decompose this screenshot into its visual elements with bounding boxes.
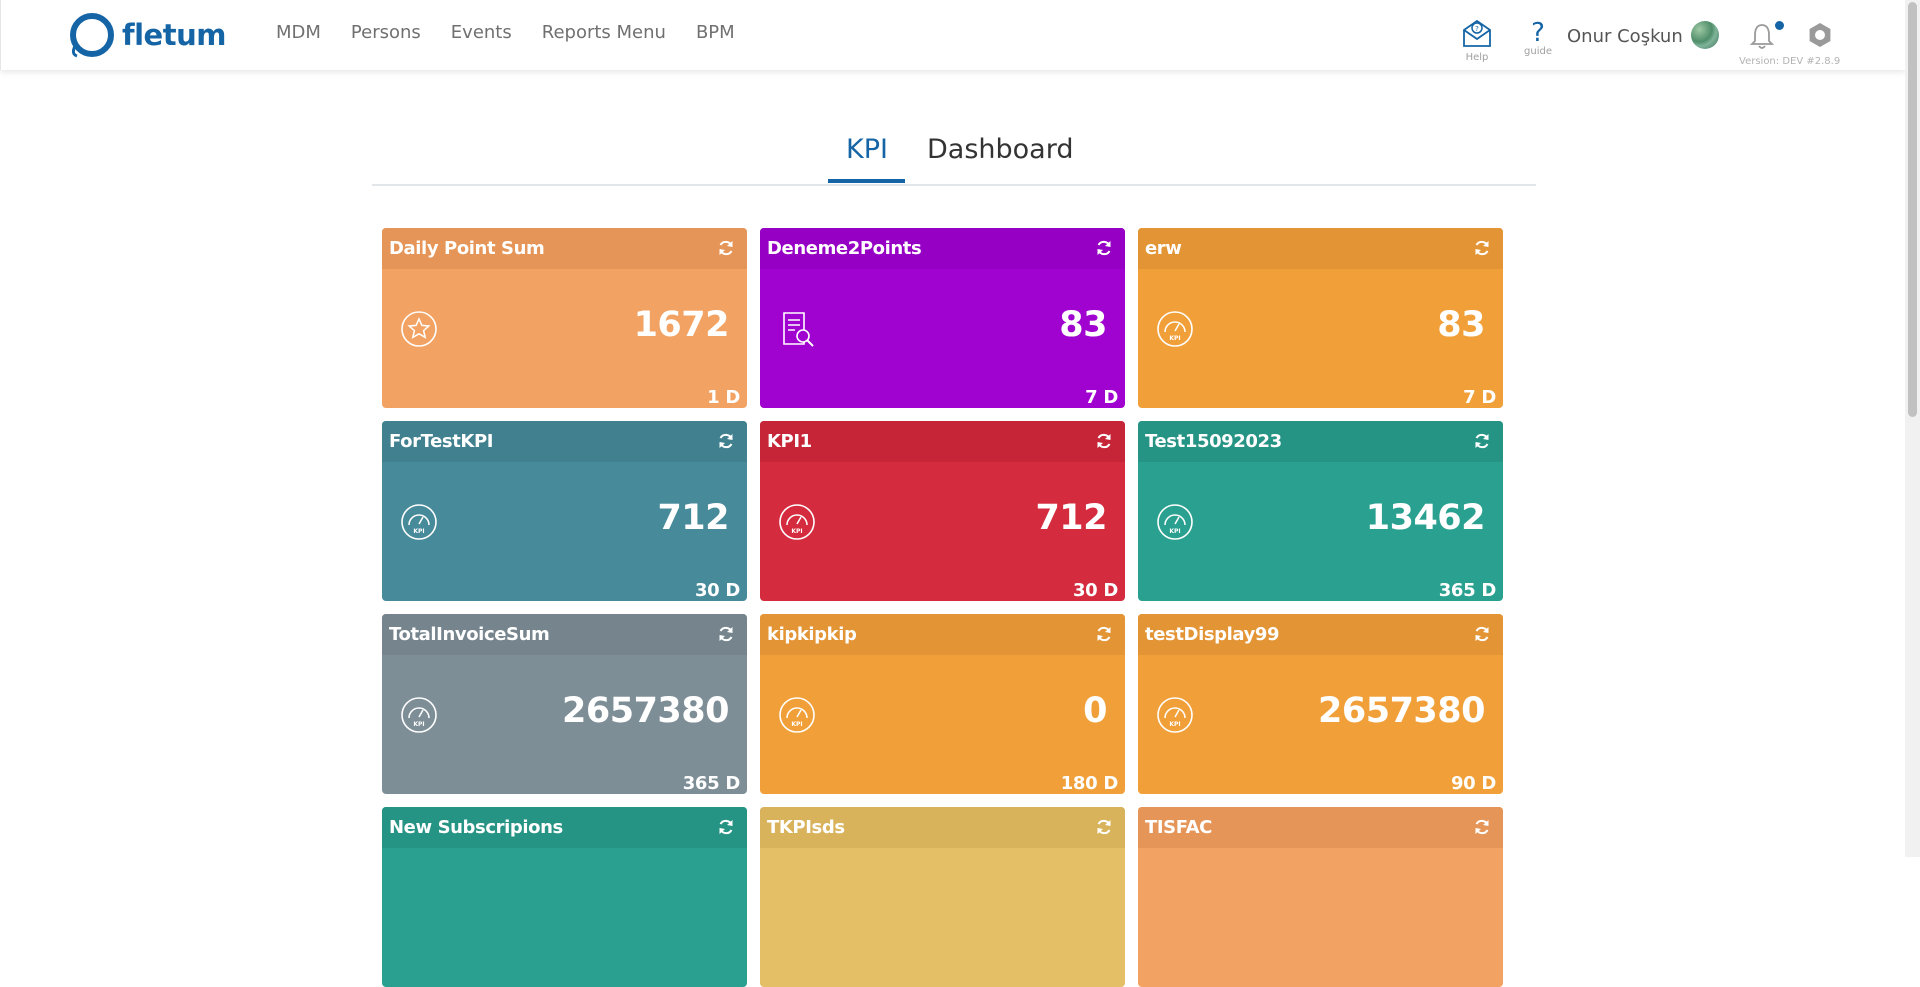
- refresh-icon[interactable]: [717, 432, 735, 454]
- kpi-card[interactable]: erw KPI 83 7 D: [1138, 228, 1503, 408]
- kpi-gauge-icon: KPI: [1156, 696, 1194, 738]
- kpi-card[interactable]: Daily Point Sum 1672 1 D: [382, 228, 747, 408]
- refresh-icon[interactable]: [717, 239, 735, 261]
- star-icon: [400, 310, 438, 352]
- kpi-card[interactable]: TotalInvoiceSum KPI 2657380 365 D: [382, 614, 747, 794]
- kpi-gauge-icon: KPI: [1156, 503, 1194, 545]
- card-value: 83: [1437, 305, 1485, 345]
- kpi-card[interactable]: kipkipkip KPI 0 180 D: [760, 614, 1125, 794]
- refresh-icon[interactable]: [1473, 625, 1491, 647]
- card-value: 13462: [1365, 498, 1486, 538]
- svg-text:KPI: KPI: [413, 528, 424, 535]
- card-title: Deneme2Points: [767, 238, 922, 259]
- card-title: testDisplay99: [1145, 624, 1280, 645]
- refresh-icon[interactable]: [1095, 432, 1113, 454]
- mail-help-icon: ?: [1463, 19, 1491, 47]
- kpi-gauge-icon: KPI: [1156, 310, 1194, 352]
- fletum-logo[interactable]: fletum: [67, 10, 226, 60]
- card-value: 2657380: [1318, 691, 1485, 731]
- menu-item-events[interactable]: Events: [450, 22, 512, 43]
- card-period: 30 D: [694, 580, 740, 601]
- help-caption: Help: [1465, 52, 1489, 63]
- card-period: 7 D: [1463, 387, 1496, 408]
- bell-icon[interactable]: [1749, 22, 1775, 54]
- kpi-card[interactable]: Deneme2Points 83 7 D: [760, 228, 1125, 408]
- svg-text:KPI: KPI: [791, 721, 802, 728]
- refresh-icon[interactable]: [1095, 239, 1113, 261]
- card-period: 180 D: [1060, 773, 1119, 794]
- card-value: 712: [657, 498, 729, 538]
- card-title: New Subscripions: [389, 817, 563, 838]
- kpi-card[interactable]: TISFAC: [1138, 807, 1503, 987]
- avatar[interactable]: [1691, 21, 1719, 49]
- top-navbar: fletum MDM Persons Events Reports Menu B…: [0, 0, 1906, 70]
- menu-item-mdm[interactable]: MDM: [276, 22, 321, 43]
- document-search-icon: [778, 310, 818, 354]
- help-button[interactable]: ? Help: [1459, 18, 1495, 63]
- card-period: 365 D: [1438, 580, 1497, 601]
- card-title: TKPIsds: [767, 817, 845, 838]
- card-title: Daily Point Sum: [389, 238, 545, 259]
- version-label: Version: DEV #2.8.9: [1739, 56, 1841, 67]
- card-value: 712: [1035, 498, 1107, 538]
- card-period: 7 D: [1085, 387, 1118, 408]
- card-period: 90 D: [1450, 773, 1496, 794]
- svg-text:KPI: KPI: [1169, 335, 1180, 342]
- view-tabs: KPI Dashboard: [372, 126, 1536, 186]
- scrollbar-thumb[interactable]: [1908, 2, 1917, 417]
- svg-text:KPI: KPI: [1169, 528, 1180, 535]
- menu-item-reports-menu[interactable]: Reports Menu: [541, 22, 666, 43]
- notification-dot: [1775, 21, 1784, 30]
- card-title: ForTestKPI: [389, 431, 494, 452]
- refresh-icon[interactable]: [717, 818, 735, 840]
- card-title: kipkipkip: [767, 624, 857, 645]
- logo-ring-icon: [70, 13, 114, 58]
- card-title: KPI1: [767, 431, 812, 452]
- refresh-icon[interactable]: [1473, 432, 1491, 454]
- svg-text:KPI: KPI: [1169, 721, 1180, 728]
- tab-kpi[interactable]: KPI: [846, 134, 888, 165]
- card-period: 30 D: [1072, 580, 1118, 601]
- refresh-icon[interactable]: [1473, 818, 1491, 840]
- card-value: 2657380: [562, 691, 729, 731]
- card-title: TISFAC: [1145, 817, 1212, 838]
- kpi-card[interactable]: Test15092023 KPI 13462 365 D: [1138, 421, 1503, 601]
- card-period: 365 D: [682, 773, 741, 794]
- kpi-gauge-icon: KPI: [778, 696, 816, 738]
- logo-text: fletum: [122, 18, 226, 52]
- tab-dashboard[interactable]: Dashboard: [927, 134, 1074, 165]
- question-icon: ?: [1531, 18, 1545, 48]
- card-value: 83: [1059, 305, 1107, 345]
- main-menu: MDM Persons Events Reports Menu BPM: [276, 22, 765, 43]
- card-title: Test15092023: [1145, 431, 1282, 452]
- kpi-card[interactable]: ForTestKPI KPI 712 30 D: [382, 421, 747, 601]
- kpi-card[interactable]: TKPIsds: [760, 807, 1125, 987]
- card-title: TotalInvoiceSum: [389, 624, 550, 645]
- menu-item-bpm[interactable]: BPM: [695, 22, 735, 43]
- guide-caption: guide: [1524, 46, 1552, 57]
- guide-button[interactable]: ? guide: [1521, 20, 1555, 57]
- card-value: 0: [1083, 691, 1107, 731]
- kpi-card[interactable]: KPI1 KPI 712 30 D: [760, 421, 1125, 601]
- user-name[interactable]: Onur Coşkun: [1567, 26, 1683, 47]
- kpi-gauge-icon: KPI: [778, 503, 816, 545]
- svg-text:KPI: KPI: [791, 528, 802, 535]
- refresh-icon[interactable]: [1095, 625, 1113, 647]
- card-period: 1 D: [707, 387, 740, 408]
- svg-text:?: ?: [1475, 25, 1479, 33]
- card-title: erw: [1145, 238, 1182, 259]
- card-value: 1672: [633, 305, 730, 345]
- kpi-card[interactable]: New Subscripions: [382, 807, 747, 987]
- active-tab-indicator: [828, 179, 905, 183]
- menu-item-persons[interactable]: Persons: [350, 22, 421, 43]
- svg-text:KPI: KPI: [413, 721, 424, 728]
- refresh-icon[interactable]: [717, 625, 735, 647]
- refresh-icon[interactable]: [1095, 818, 1113, 840]
- kpi-gauge-icon: KPI: [400, 503, 438, 545]
- settings-icon[interactable]: [1807, 22, 1833, 52]
- kpi-card[interactable]: testDisplay99 KPI 2657380 90 D: [1138, 614, 1503, 794]
- refresh-icon[interactable]: [1473, 239, 1491, 261]
- kpi-gauge-icon: KPI: [400, 696, 438, 738]
